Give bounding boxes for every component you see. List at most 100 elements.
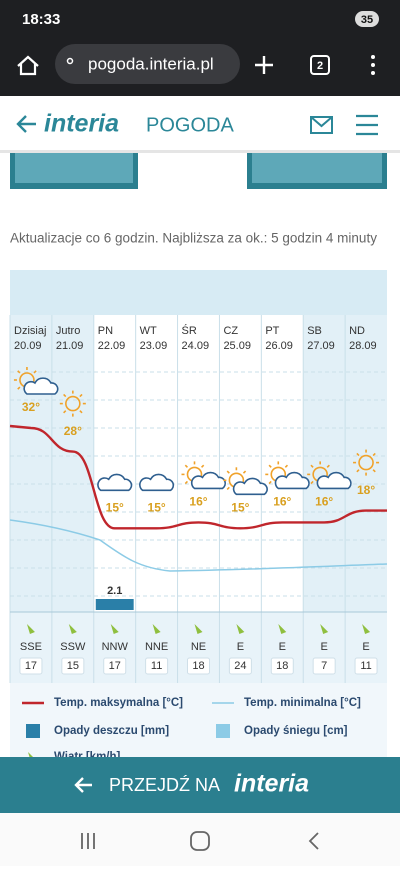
- legend-swatch: [26, 724, 40, 738]
- sun-ray: [326, 464, 330, 468]
- day-date: 20.09: [14, 340, 42, 352]
- sun-ray: [17, 386, 21, 390]
- wind-speed-box: [145, 657, 169, 675]
- day-column: [93, 315, 136, 612]
- wind-speed: 17: [109, 660, 121, 672]
- cta-arrow: [74, 777, 92, 793]
- sun-ray: [284, 464, 289, 468]
- wind-speed: 15: [67, 660, 79, 672]
- logo[interactable]: interia: [44, 110, 119, 138]
- cta-banner[interactable]: [0, 757, 400, 813]
- day-column: [261, 315, 304, 612]
- update-note: Aktualizacje co 6 godzin. Najbliższa za …: [10, 231, 377, 246]
- max-temp-label: 16°: [315, 495, 333, 509]
- wind-speed-box: [187, 657, 210, 675]
- back-nav[interactable]: [308, 832, 319, 850]
- nav-bar: [0, 813, 400, 866]
- home-button[interactable]: [17, 55, 39, 76]
- wind-speed: 18: [276, 660, 288, 672]
- sun-ray: [268, 464, 272, 468]
- wind-direction: SSE: [20, 641, 42, 653]
- recents-button[interactable]: [81, 833, 95, 849]
- mail-icon[interactable]: [310, 116, 333, 134]
- wind-arrow: [26, 624, 35, 634]
- day-date: 25.09: [223, 340, 251, 352]
- battery: [355, 11, 379, 27]
- sun-ray: [242, 470, 247, 474]
- day-column: [303, 315, 346, 612]
- legend-label: Opady śniegu [cm]: [244, 725, 348, 737]
- url-bar[interactable]: [55, 44, 240, 84]
- battery-level: 35: [361, 14, 373, 26]
- wind-direction: NNE: [145, 641, 168, 653]
- day-date: 28.09: [349, 340, 377, 352]
- day-name: Jutro: [56, 325, 80, 337]
- wind-arrow: [278, 624, 287, 634]
- max-temp-label: 28°: [64, 424, 82, 438]
- wind-direction: E: [237, 641, 244, 653]
- day-date: 27.09: [307, 340, 335, 352]
- sun-ray: [79, 410, 83, 414]
- site-header: [0, 96, 400, 152]
- wind-arrow: [320, 624, 329, 634]
- sun-ray: [372, 469, 376, 473]
- wind-direction: NE: [191, 641, 206, 653]
- legend-panel: [10, 683, 387, 760]
- max-temp-line: [9, 424, 387, 530]
- new-tab[interactable]: [255, 56, 273, 74]
- sun-ray: [356, 469, 360, 473]
- sun-ray: [17, 370, 21, 374]
- day-column: [10, 315, 52, 612]
- day-name: CZ: [223, 325, 238, 337]
- day-date: 24.09: [182, 340, 210, 352]
- max-temp-label: 32°: [22, 400, 40, 414]
- day-column: [219, 315, 262, 612]
- wind-direction: E: [320, 641, 327, 653]
- sun-ray: [63, 393, 67, 398]
- day-name: ŚR: [182, 324, 197, 337]
- day-name: PT: [265, 325, 279, 337]
- wind-speed-box: [61, 657, 85, 675]
- day-column: [51, 315, 94, 612]
- max-temp-label: 18°: [357, 483, 375, 497]
- legend-swatch: [216, 724, 230, 738]
- max-temp-label: 16°: [273, 495, 291, 509]
- wind-direction: NNW: [102, 641, 129, 653]
- wind-speed-box: [19, 657, 43, 675]
- wind-speed: 24: [234, 660, 246, 672]
- home-nav[interactable]: [190, 831, 210, 851]
- tabs-button[interactable]: [310, 55, 330, 75]
- wind-speed: 11: [151, 660, 162, 672]
- site-settings[interactable]: [66, 57, 74, 65]
- max-temp-label: 15°: [106, 500, 124, 514]
- hamburger[interactable]: [356, 114, 378, 136]
- sun-ray: [184, 464, 188, 468]
- wind-speed: 7: [321, 660, 327, 672]
- sun-ray: [372, 452, 376, 457]
- max-temp-label: 15°: [231, 500, 249, 514]
- tab-count: 2: [317, 60, 323, 72]
- day-name: Dzisiaj: [14, 325, 46, 337]
- sun-ray: [268, 480, 272, 485]
- sun-ray: [201, 464, 205, 468]
- legend-label: Temp. maksymalna [°C]: [54, 697, 183, 709]
- cloud-icon: [232, 477, 268, 496]
- wind-direction: E: [279, 641, 286, 653]
- sun-ray: [356, 452, 360, 457]
- menu-button[interactable]: [371, 55, 375, 75]
- sun-ray: [184, 480, 188, 485]
- cloud-icon: [139, 473, 175, 492]
- wind-arrow: [68, 624, 77, 634]
- wind-direction: E: [362, 641, 369, 653]
- cloud-icon: [316, 471, 352, 490]
- sun-ray: [33, 370, 37, 374]
- rain-label: 2.1: [107, 585, 122, 597]
- day-name: WT: [140, 325, 157, 337]
- wind-arrow: [194, 624, 203, 634]
- cloud-icon: [97, 473, 133, 492]
- day-name: SB: [307, 325, 322, 337]
- back-arrow[interactable]: [16, 115, 36, 133]
- cta-logo: interia: [234, 770, 309, 798]
- header-shadow: [0, 150, 400, 153]
